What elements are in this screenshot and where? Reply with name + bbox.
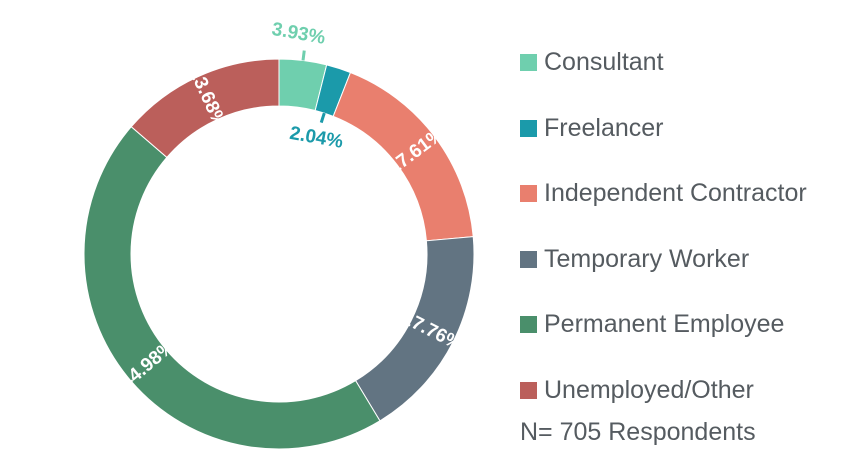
leader-line-freelancer bbox=[319, 112, 326, 124]
legend-item-freelancer: Freelancer bbox=[520, 96, 807, 162]
legend-item-temporary-worker: Temporary Worker bbox=[520, 227, 807, 293]
legend-label: Freelancer bbox=[544, 113, 664, 142]
slice-permanent-employee bbox=[83, 126, 381, 450]
legend-swatch bbox=[520, 119, 537, 137]
legend-label: Consultant bbox=[544, 48, 664, 77]
legend: Consultant Freelancer Independent Contract… bbox=[520, 30, 807, 423]
slice-label-consultant: 3.93% bbox=[270, 19, 327, 49]
legend-label: Temporary Worker bbox=[544, 244, 750, 273]
legend-swatch bbox=[520, 381, 537, 399]
legend-swatch bbox=[520, 316, 537, 334]
legend-item-independent-contractor: Independent Contractor bbox=[520, 161, 807, 227]
leader-line-consultant bbox=[301, 50, 306, 61]
legend-swatch bbox=[520, 54, 537, 72]
legend-label: Independent Contractor bbox=[544, 179, 807, 208]
legend-label: Unemployed/Other bbox=[544, 375, 754, 404]
legend-label: Permanent Employee bbox=[544, 310, 785, 339]
legend-item-unemployed-other: Unemployed/Other bbox=[520, 358, 807, 424]
respondent-count-note: N= 705 Respondents bbox=[520, 418, 756, 446]
legend-swatch bbox=[520, 185, 537, 203]
legend-item-consultant: Consultant bbox=[520, 30, 807, 96]
legend-item-permanent-employee: Permanent Employee bbox=[520, 292, 807, 358]
slice-unemployed-other bbox=[130, 58, 280, 159]
slice-label-freelancer: 2.04% bbox=[288, 123, 345, 153]
legend-swatch bbox=[520, 250, 537, 268]
